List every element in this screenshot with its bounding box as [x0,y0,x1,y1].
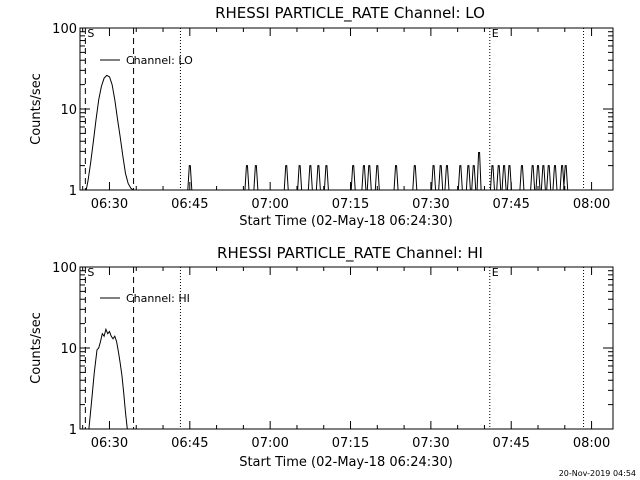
legend: Channel: HI [100,292,190,305]
count-spike [471,165,477,191]
count-spike [530,165,536,191]
y-tick-label: 100 [52,22,77,37]
chart-title: RHESSI PARTICLE_RATE Channel: LO [215,4,485,23]
count-spike [374,165,380,191]
count-spike [431,165,437,191]
x-tick-label: 07:00 [251,197,288,212]
lo-channel-panel: RHESSI PARTICLE_RATE Channel: LO Counts/… [29,4,614,229]
count-spike [535,165,541,191]
count-spike [457,165,463,191]
y-tick-label: 100 [52,261,77,276]
count-spike [519,165,525,191]
x-tick-label: 07:15 [332,436,369,451]
count-spike [506,165,512,191]
series-line [85,74,134,191]
y-tick-label: 1 [69,184,77,199]
time-marker-label: E [492,266,499,279]
x-axis-label: Start Time (02-May-18 06:24:30) [239,214,453,229]
y-axis-ticks: 1 10 100 [52,22,613,199]
time-marker-label: S [87,266,94,279]
count-spike [552,165,558,191]
count-spike [323,165,329,191]
x-tick-label: 07:30 [412,436,449,451]
x-tick-label: 07:30 [412,197,449,212]
y-tick-label: 10 [60,103,77,118]
legend: Channel: LO [100,54,193,67]
x-tick-label: 08:00 [573,197,610,212]
count-spike [350,165,356,191]
legend-label: Channel: HI [126,292,190,305]
x-tick-label: 08:00 [573,436,610,451]
count-spike [283,165,289,191]
count-spike [307,165,313,191]
y-tick-label: 1 [69,423,77,438]
count-spike [444,165,450,191]
x-tick-label: 06:30 [91,436,128,451]
count-spike [393,165,399,191]
series-line [88,327,128,430]
y-axis-ticks: 1 10 100 [52,261,613,438]
count-spike [465,165,471,191]
count-spike [187,165,193,191]
time-marker-label: S [87,27,94,40]
y-tick-label: 10 [60,342,77,357]
count-spike [412,165,418,191]
x-axis-ticks: 06:30 06:45 07:00 07:15 07:30 07:45 08:00 [82,267,610,451]
x-tick-label: 07:45 [492,436,529,451]
y-axis-label: Counts/sec [29,312,44,384]
x-axis-ticks: 06:30 06:45 07:00 07:15 07:30 07:45 08:00 [82,28,610,212]
x-tick-label: 06:45 [171,197,208,212]
count-spike [438,165,444,191]
x-tick-label: 06:45 [171,436,208,451]
y-axis-label: Counts/sec [29,73,44,145]
count-spike [476,152,482,191]
count-spike [244,165,250,191]
count-spike [563,165,569,191]
count-spike [496,165,502,191]
time-marker-label: E [492,27,499,40]
count-spike [540,165,546,191]
hi-channel-panel: RHESSI PARTICLE_RATE Channel: HI Counts/… [29,244,614,470]
count-spike [546,165,552,191]
x-tick-label: 07:15 [332,197,369,212]
count-spike [366,165,372,191]
plot-area [85,74,569,191]
count-spike [297,165,303,191]
count-spike [361,165,367,191]
x-tick-label: 07:45 [492,197,529,212]
plot-area [88,327,128,430]
count-spike [315,165,321,191]
chart-title: RHESSI PARTICLE_RATE Channel: HI [217,244,483,263]
x-axis-label: Start Time (02-May-18 06:24:30) [239,455,453,470]
count-spike [253,165,259,191]
count-spike [559,165,565,191]
count-spike [501,165,507,191]
legend-label: Channel: LO [126,54,193,67]
count-spike [489,165,495,191]
generation-timestamp: 20-Nov-2019 04:54 [559,469,636,478]
x-tick-label: 07:00 [251,436,288,451]
x-tick-label: 06:30 [91,197,128,212]
